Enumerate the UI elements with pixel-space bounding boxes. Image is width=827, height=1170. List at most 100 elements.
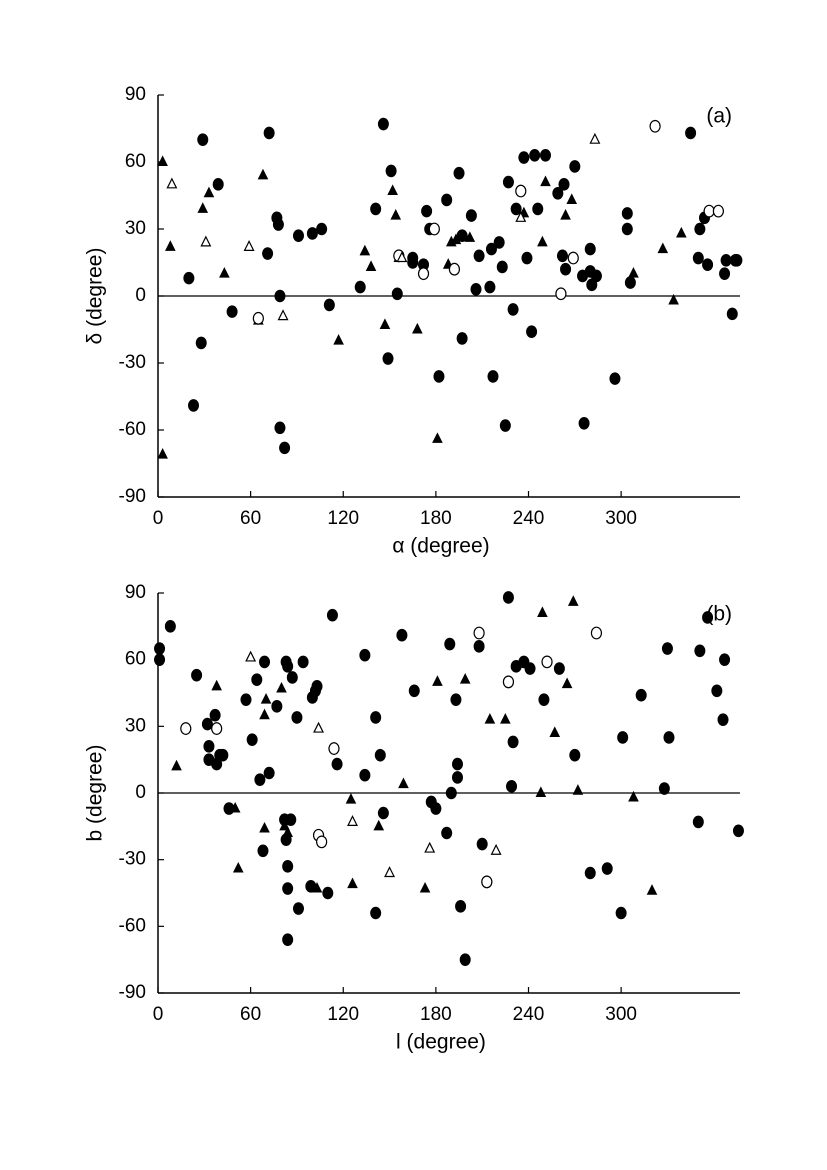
triangle-marker [282,826,293,837]
triangle-marker [628,790,639,802]
circle-marker [720,253,732,267]
triangle-marker [500,713,511,724]
circle-marker [154,642,166,655]
circle-marker [282,933,294,946]
circle-marker [719,267,731,280]
x-tick-label: 240 [513,1004,545,1025]
circle-marker [584,866,596,880]
circle-marker [254,773,266,786]
y-tick-label: -60 [119,419,146,440]
circle-marker [569,748,581,762]
circle-marker [444,637,456,651]
triangle-marker [540,175,551,187]
panel-label: (b) [706,603,732,626]
circle-marker [209,708,221,722]
circle-marker [601,862,613,875]
circle-marker [473,249,485,263]
circle-marker [484,280,496,294]
y-axis-label: b (degree) [84,745,107,842]
y-axis-label: δ (degree) [84,248,107,345]
circle-marker [271,700,283,713]
circle-marker [692,251,704,265]
circle-marker [359,648,371,662]
y-tick-label: -30 [119,849,146,870]
circle-marker [453,166,465,180]
circle-marker [476,837,488,851]
y-tick-label: -60 [119,915,146,936]
circle-marker [262,247,274,260]
circle-marker [518,151,530,164]
circle-marker [201,717,213,731]
triangle-marker [412,322,423,334]
circle-marker [541,655,553,669]
triangle-marker [243,240,255,251]
circle-marker [538,693,550,706]
circle-marker [473,626,485,640]
y-tick-label: 0 [135,285,146,306]
circle-marker [726,307,738,321]
circle-marker [306,227,318,240]
circle-marker [354,280,366,294]
triangle-marker [424,841,436,853]
circle-marker [661,642,673,655]
triangle-marker [229,801,241,813]
circle-marker [433,370,445,383]
circle-marker [292,902,304,915]
circle-marker [569,160,581,173]
triangle-marker [279,819,290,831]
circle-marker [507,735,519,749]
circle-marker [685,126,697,140]
triangle-marker [219,267,230,278]
circle-marker [560,262,572,276]
circle-marker [719,653,731,666]
circle-marker [441,826,453,840]
triangle-marker [333,334,344,345]
circle-marker [712,204,724,218]
triangle-marker [464,231,476,242]
circle-marker [407,256,419,269]
circle-marker [377,806,389,820]
triangle-marker [347,815,358,826]
circle-marker [326,608,338,622]
y-tick-label: 60 [125,151,146,172]
triangle-marker [200,235,212,247]
circle-marker [322,886,334,900]
circle-marker [635,688,647,702]
circle-marker [421,204,433,218]
x-tick-label: 240 [513,508,545,529]
y-tick-label: 60 [125,649,146,670]
y-tick-label: -90 [119,486,146,507]
x-tick-label: 120 [327,508,359,529]
circle-marker [578,417,590,430]
triangle-marker [157,447,168,459]
triangle-marker [396,251,408,263]
triangle-marker [311,881,323,893]
triangle-marker [203,186,215,198]
triangle-marker [646,884,658,895]
triangle-marker [166,177,178,189]
triangle-marker [537,606,548,617]
circle-marker [385,164,397,178]
circle-marker [331,757,343,771]
triangle-marker [567,595,579,606]
triangle-marker [373,819,385,831]
triangle-marker [259,708,270,720]
circle-marker [487,370,499,383]
circle-marker [274,289,286,303]
circle-marker [485,242,497,256]
circle-marker [259,655,271,669]
circle-marker [502,591,514,604]
circle-marker [532,202,544,216]
circle-marker [316,835,328,849]
x-tick-label: 0 [153,1004,164,1025]
triangle-marker [484,713,496,724]
circle-marker [459,953,471,966]
triangle-marker [515,210,527,222]
circle-marker [496,260,508,274]
circle-marker [282,860,294,873]
triangle-marker [365,260,377,271]
circle-marker [382,352,394,365]
circle-marker [263,126,275,140]
circle-marker [359,768,371,782]
